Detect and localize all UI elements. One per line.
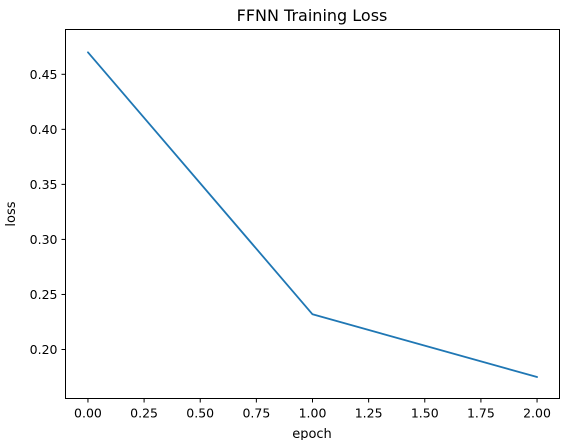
x-tick-label: 0.50	[186, 406, 214, 421]
series-layer	[87, 51, 538, 378]
y-axis-ticks: 0.20 0.25 0.30 0.35 0.40 0.45	[30, 67, 66, 357]
y-tick-label: 0.35	[30, 177, 58, 192]
x-tick-label: 1.75	[467, 406, 495, 421]
y-tick-label: 0.30	[30, 232, 58, 247]
x-tick-label: 0.75	[242, 406, 270, 421]
y-tick-label: 0.45	[30, 67, 58, 82]
y-tick-label: 0.20	[30, 342, 58, 357]
chart-title: FFNN Training Loss	[237, 6, 388, 25]
x-tick-label: 0.25	[130, 406, 158, 421]
series-line-0	[87, 51, 538, 378]
x-axis-label: epoch	[292, 427, 332, 440]
axes-frame	[65, 29, 560, 399]
x-tick-label: 1.00	[299, 406, 327, 421]
x-tick-label: 0.00	[74, 406, 102, 421]
x-axis-ticks: 0.00 0.25 0.50 0.75 1.00 1.25 1.50 1.75 2.00	[74, 398, 551, 421]
x-tick-label: 2.00	[523, 406, 551, 421]
y-tick-label: 0.40	[30, 122, 58, 137]
y-axis-label: loss	[4, 201, 19, 226]
plot-area	[65, 29, 560, 399]
y-tick-label: 0.25	[30, 287, 58, 302]
x-tick-label: 1.50	[411, 406, 439, 421]
x-tick-label: 1.25	[355, 406, 383, 421]
